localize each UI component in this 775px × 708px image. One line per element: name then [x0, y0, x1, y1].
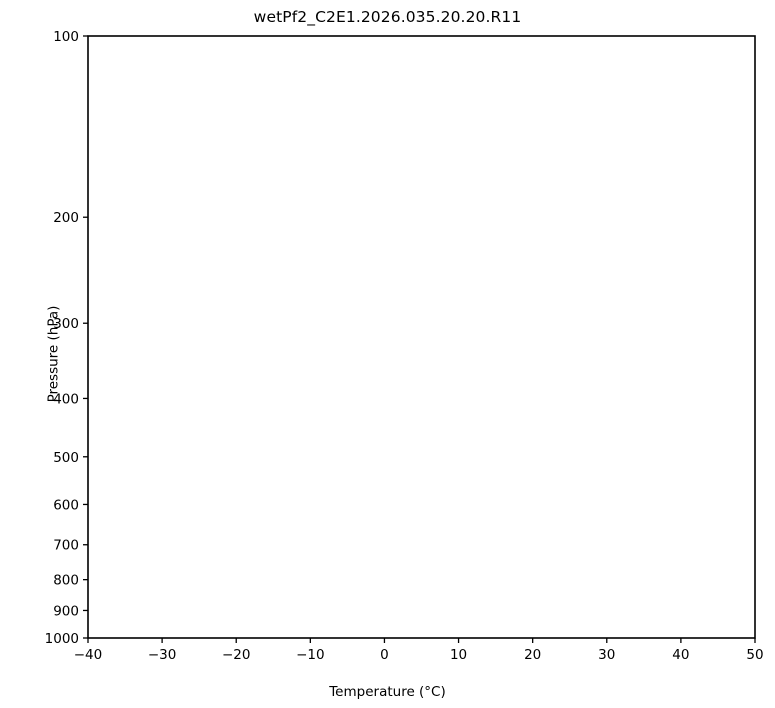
y-tick-label: 100 [53, 29, 79, 45]
y-tick-label: 1000 [45, 631, 79, 647]
moist-adiabat [0, 36, 14, 638]
y-tick-label: 200 [53, 210, 79, 226]
moist-adiabat [754, 635, 755, 638]
isotherm [0, 36, 23, 638]
y-tick-label: 500 [53, 450, 79, 466]
x-tick-label: 30 [598, 647, 615, 663]
x-tick-label: 40 [672, 647, 689, 663]
isotherm [88, 36, 98, 46]
x-tick-label: −40 [74, 647, 103, 663]
y-tick-label: 700 [53, 538, 79, 554]
x-tick-label: −30 [148, 647, 177, 663]
x-tick-label: −10 [296, 647, 325, 663]
x-axis-label: Temperature (°C) [329, 684, 446, 700]
x-tick-label: 0 [380, 647, 389, 663]
x-tick-label: 50 [746, 647, 763, 663]
plot-frame [87, 35, 756, 639]
isotherm [754, 637, 755, 638]
y-tick-label: 800 [53, 573, 79, 589]
x-tick-label: 20 [524, 647, 541, 663]
y-tick-label: 400 [53, 391, 79, 407]
page-title: wetPf2_C2E1.2026.035.20.20.R11 [253, 8, 522, 26]
y-tick-label: 300 [53, 316, 79, 332]
x-tick-label: −20 [222, 647, 251, 663]
y-tick-label: 600 [53, 497, 79, 513]
y-tick-label: 900 [53, 603, 79, 619]
x-tick-label: 10 [450, 647, 467, 663]
moist-adiabat [0, 36, 51, 638]
